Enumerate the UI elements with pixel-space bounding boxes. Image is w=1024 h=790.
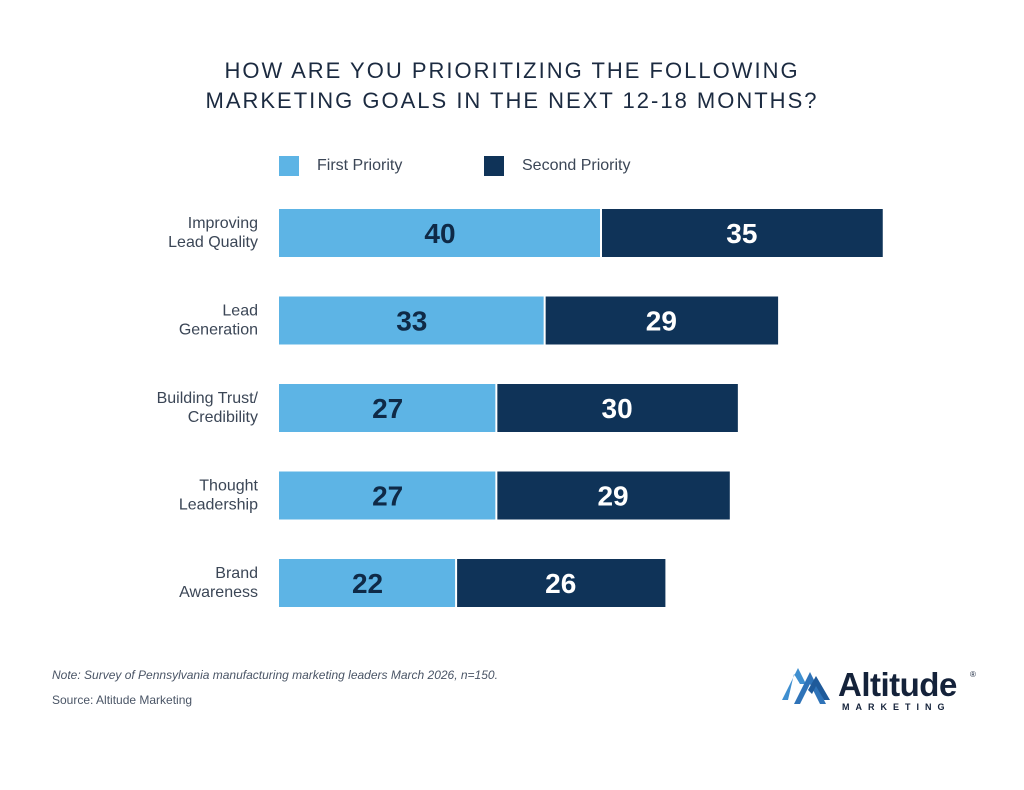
data-label: 29	[597, 481, 628, 512]
bar-second-priority	[496, 471, 730, 520]
data-label: 22	[352, 568, 383, 599]
category-label: Lead	[222, 303, 258, 320]
source-note: Source: Altitude Marketing	[52, 693, 193, 707]
bar-first-priority	[279, 209, 601, 257]
data-label: 30	[602, 393, 633, 424]
category-label: Generation	[179, 322, 258, 339]
altitude-marketing-logo: Altitude ® MARKETING	[780, 660, 980, 712]
mountain-logo-icon	[782, 668, 830, 704]
category-label: Lead Quality	[168, 234, 258, 251]
data-label: 29	[646, 306, 677, 337]
data-label: 33	[396, 306, 427, 337]
bar-separator	[543, 296, 546, 345]
legend-second-priority: Second Priority	[484, 155, 631, 177]
legend-label-second: Second Priority	[522, 157, 631, 174]
legend-swatch-first	[279, 156, 299, 176]
bar-first-priority	[279, 296, 545, 345]
bar-separator	[600, 209, 602, 257]
category-label: Thought	[199, 478, 258, 495]
bar-first-priority	[279, 559, 457, 607]
chart-title-line-1: HOW ARE YOU PRIORITIZING THE FOLLOWING	[224, 58, 800, 83]
bar-first-priority	[279, 471, 497, 520]
bar-first-priority	[279, 384, 497, 432]
bar-second-priority	[456, 559, 666, 607]
legend-label-first: First Priority	[317, 157, 403, 174]
bar-second-priority	[601, 209, 883, 257]
logo-registered-mark: ®	[970, 670, 976, 679]
category-label: Awareness	[179, 584, 258, 601]
bar-separator	[495, 384, 498, 432]
logo-wordmark: Altitude	[838, 666, 957, 703]
category-label: Improving	[188, 215, 258, 232]
data-label: 27	[372, 481, 403, 512]
data-label: 27	[372, 393, 403, 424]
category-label: Brand	[215, 565, 258, 582]
category-label: Credibility	[188, 409, 258, 426]
category-label: Leadership	[179, 497, 258, 514]
bar-separator	[455, 559, 458, 607]
logo-subtitle: MARKETING	[842, 702, 951, 712]
chart-title-line-2: MARKETING GOALS IN THE NEXT 12-18 MONTHS…	[205, 88, 819, 113]
survey-note: Note: Survey of Pennsylvania manufacturi…	[52, 668, 498, 682]
category-label: Building Trust/	[157, 390, 259, 407]
data-label: 35	[726, 218, 757, 249]
bar-second-priority	[496, 384, 738, 432]
legend-swatch-second	[484, 156, 504, 176]
bar-separator	[495, 471, 498, 520]
data-label: 40	[424, 218, 455, 249]
legend-first-priority: First Priority	[279, 155, 402, 177]
data-label: 26	[545, 568, 576, 599]
bar-second-priority	[544, 296, 779, 345]
stacked-bar-chart: Improving Lead Quality 40 35 Lead Generation 3…	[157, 209, 883, 607]
